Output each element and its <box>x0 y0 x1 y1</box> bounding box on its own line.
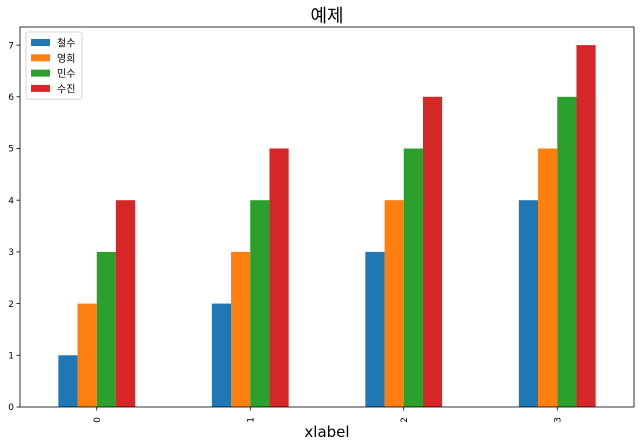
legend-label: 민수 <box>57 68 75 80</box>
legend-label: 수진 <box>57 83 75 95</box>
x-axis-label: xlabel <box>304 423 349 441</box>
legend-label: 철수 <box>57 38 75 50</box>
legend-swatch <box>31 39 50 46</box>
legend-swatch <box>31 69 50 77</box>
bar-민수-2 <box>403 148 423 407</box>
x-tick-label: 2 <box>400 417 410 423</box>
y-axis: 0 1 2 3 4 5 6 7 <box>8 41 20 413</box>
legend-swatch <box>31 54 50 62</box>
y-tick-label: 7 <box>8 41 14 51</box>
legend-swatch <box>31 84 50 92</box>
x-tick-label: 0 <box>93 417 103 423</box>
chart-title: 예제 <box>310 6 343 27</box>
y-tick-label: 3 <box>8 248 14 258</box>
y-tick-label: 4 <box>8 196 14 206</box>
bar-영희-3 <box>538 148 558 407</box>
y-tick-label: 6 <box>8 93 14 103</box>
y-tick-label: 2 <box>8 300 14 310</box>
bar-철수-0 <box>58 355 78 407</box>
y-tick-label: 1 <box>8 351 14 361</box>
legend-label: 영희 <box>57 53 75 65</box>
x-tick-label: 1 <box>246 417 256 423</box>
bar-철수-2 <box>365 251 385 407</box>
bar-수진-3 <box>576 45 596 407</box>
bar-수진-0 <box>115 200 136 407</box>
bar-철수-1 <box>211 303 232 407</box>
x-axis: 0 1 2 3 <box>93 407 563 423</box>
plot-frame <box>19 26 635 408</box>
bar-민수-1 <box>250 200 270 407</box>
bar-영희-2 <box>384 200 404 407</box>
bar-수진-2 <box>422 96 443 408</box>
x-tick-label: 3 <box>553 417 563 423</box>
y-tick-label: 0 <box>8 403 14 413</box>
legend-box <box>25 31 83 100</box>
bars-group <box>58 45 596 408</box>
bar-철수-3 <box>518 200 539 407</box>
bar-영희-0 <box>77 303 97 407</box>
bar-민수-0 <box>96 251 116 407</box>
bar-수진-1 <box>269 148 289 407</box>
bar-민수-3 <box>557 96 577 408</box>
y-tick-label: 5 <box>8 145 14 155</box>
bar-영희-1 <box>231 251 251 407</box>
